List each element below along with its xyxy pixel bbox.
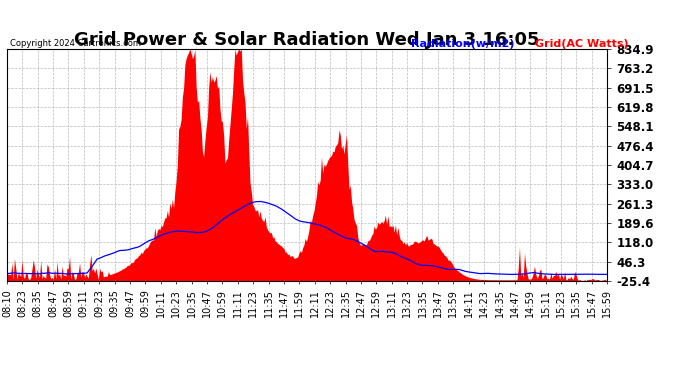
Title: Grid Power & Solar Radiation Wed Jan 3 16:05: Grid Power & Solar Radiation Wed Jan 3 1… — [75, 31, 540, 49]
Text: Copyright 2024 Cartronics.com: Copyright 2024 Cartronics.com — [10, 39, 141, 48]
Text: Radiation(w/m2): Radiation(w/m2) — [411, 39, 514, 50]
Text: Grid(AC Watts): Grid(AC Watts) — [535, 39, 629, 50]
